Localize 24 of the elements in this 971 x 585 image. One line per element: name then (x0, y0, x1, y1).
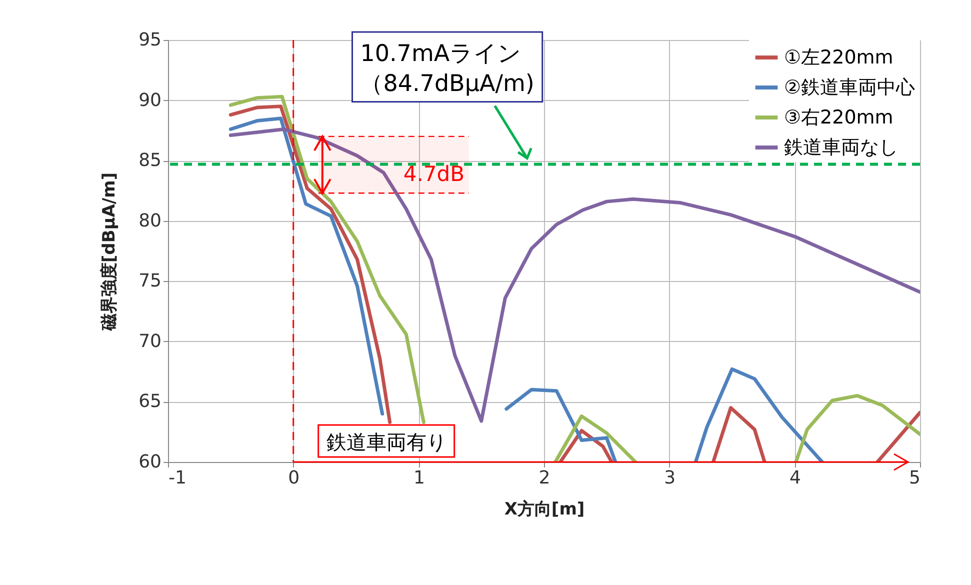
y-tick-label: 75 (138, 270, 162, 292)
x-tick-label: -1 (168, 468, 186, 488)
x-axis-title: X方向[m] (504, 500, 585, 520)
y-tick-label: 60 (138, 452, 162, 472)
x-tick-label: 5 (909, 468, 920, 488)
x-tick-label: 2 (538, 468, 550, 488)
ref-line-label: 10.7mAライン（84.7dBμA/m) (360, 40, 534, 97)
legend-label: ②鉄道車両中心 (784, 76, 916, 98)
y-axis-title: 磁界強度[dBμA/m] (100, 172, 120, 332)
y-tick-label: 65 (138, 391, 162, 412)
y-tick-label: 70 (138, 330, 162, 352)
x-tick-label: 4 (789, 468, 801, 488)
y-tick-label: 95 (138, 30, 162, 50)
x-tick-label: 3 (664, 468, 676, 488)
y-tick-label: 85 (138, 150, 162, 172)
x-tick-label: 1 (413, 468, 425, 488)
legend-label: 鉄道車両なし (784, 136, 898, 158)
x-tick-label: 0 (288, 468, 300, 488)
band-label: 4.7dB (403, 162, 465, 186)
y-tick-label: 90 (138, 90, 162, 111)
legend-label: ③右220mm (784, 106, 894, 128)
annotation: 鉄道車両有り (326, 430, 446, 454)
y-tick-label: 80 (138, 210, 162, 232)
legend-label: ①左220mm (784, 46, 894, 68)
